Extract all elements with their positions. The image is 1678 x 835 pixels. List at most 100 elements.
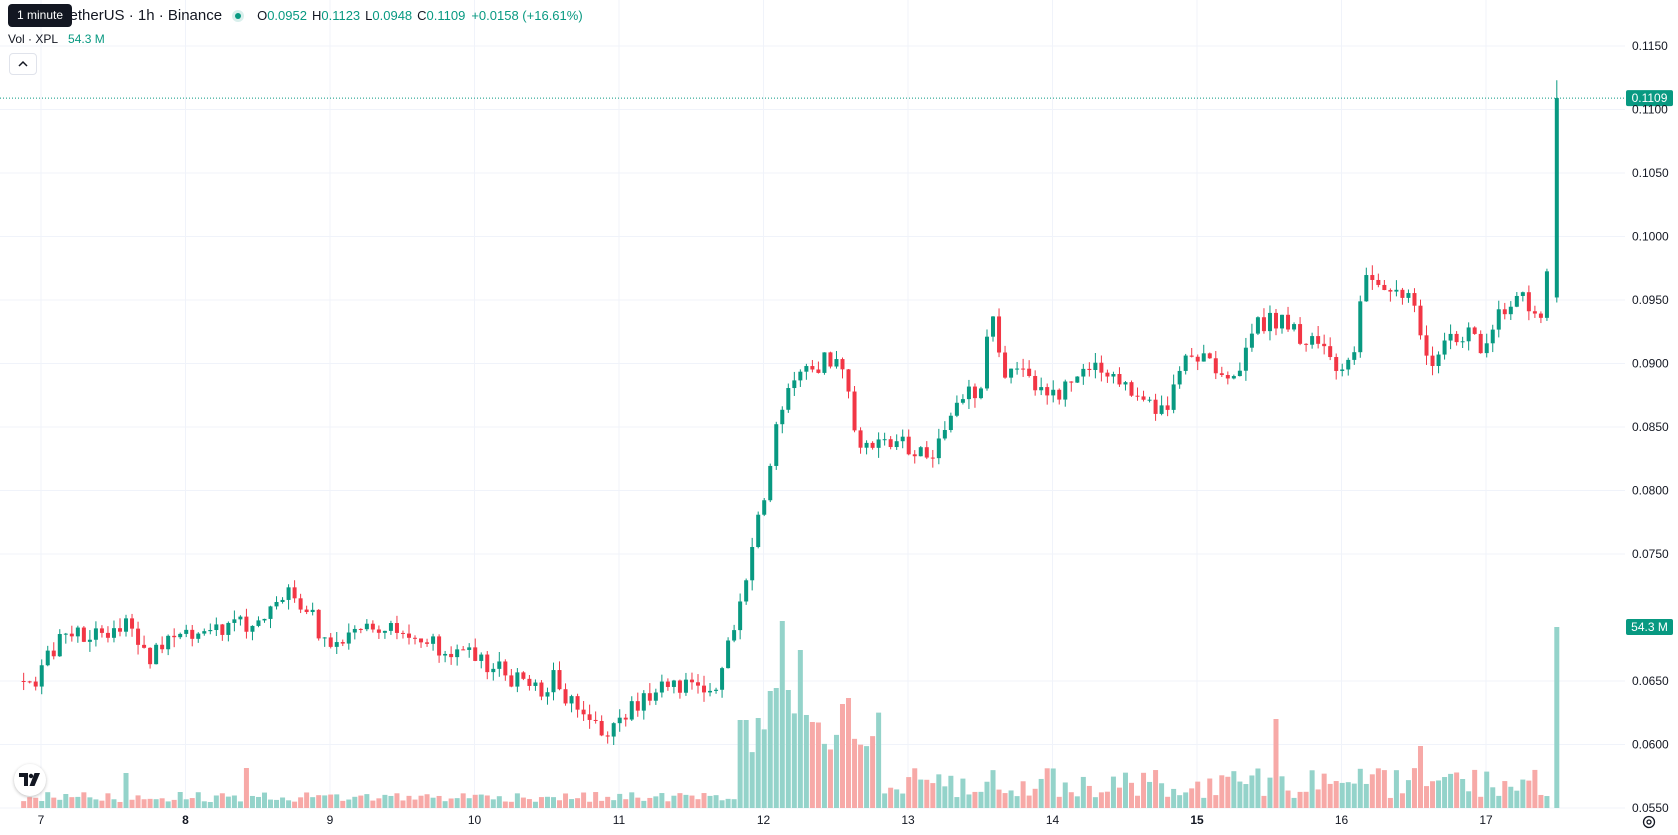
volume-bar [815, 722, 821, 808]
candle-body [63, 633, 68, 635]
volume-bar [665, 801, 671, 808]
volume-bar [713, 795, 719, 808]
date-tick-label: 11 [613, 813, 626, 827]
volume-bar [1014, 796, 1020, 808]
candle-body [491, 668, 496, 673]
volume-bar [635, 797, 641, 808]
candle-body [1189, 355, 1194, 357]
price-tick-label: 0.1000 [1632, 230, 1669, 244]
volume-bar [1526, 780, 1532, 808]
candle-body [1532, 311, 1537, 314]
candle-body [99, 628, 104, 633]
candle-body [1316, 336, 1321, 344]
volume-bar [1315, 789, 1321, 808]
volume-bar [63, 794, 69, 808]
candle-body [148, 647, 153, 665]
candle-body [828, 352, 833, 367]
candle-body [683, 679, 688, 693]
volume-bar [1442, 777, 1448, 808]
volume-bar [310, 797, 316, 808]
candle-body [334, 642, 339, 647]
candle-body [388, 623, 393, 631]
candle-body [413, 637, 418, 639]
candle-body [473, 647, 478, 661]
candle-body [1009, 368, 1014, 378]
candle-body [744, 580, 749, 602]
volume-bar [587, 801, 593, 808]
candle-body [449, 653, 454, 658]
candle-body [286, 587, 291, 600]
candle-body [1159, 405, 1164, 414]
volume-bar [1231, 771, 1237, 808]
volume-bar [165, 801, 171, 808]
volume-bar [629, 792, 635, 808]
candle-body [1520, 292, 1525, 296]
symbol-title[interactable]: TetherUS · 1h · Binance [62, 7, 223, 24]
candle-body [822, 352, 827, 373]
candle-body [605, 735, 610, 737]
volume-bar [508, 801, 514, 808]
candle-body [208, 630, 213, 632]
candle-body [27, 681, 32, 683]
candle-body [1177, 370, 1182, 385]
candle-body [858, 430, 863, 448]
candle-body [768, 465, 773, 501]
volume-bar [1044, 768, 1050, 808]
volume-bar [280, 797, 286, 808]
volume-bar [466, 798, 472, 808]
volume-bar [858, 744, 864, 808]
candle-body [665, 681, 670, 687]
candle-body [1394, 289, 1399, 292]
candle-body [726, 640, 731, 669]
candle-body [352, 628, 357, 633]
volume-bar [33, 797, 39, 808]
volume-bar [135, 795, 141, 808]
volume-bar [659, 793, 665, 808]
candle-body [111, 628, 116, 638]
volume-bar [936, 774, 942, 808]
candle-body [437, 636, 442, 656]
volume-bar [569, 799, 575, 808]
candle-body [888, 439, 893, 448]
volume-bar [1321, 773, 1327, 808]
candle-body [1027, 368, 1032, 376]
candle-body [1334, 357, 1339, 371]
candle-body [924, 447, 929, 458]
candle-body [1400, 289, 1405, 298]
close-value: 0.1109 [426, 8, 466, 23]
date-tick-label: 8 [182, 813, 189, 827]
candle-body [846, 369, 851, 392]
candle-body [816, 369, 821, 373]
volume-bar [484, 795, 490, 808]
candle-body [1376, 279, 1381, 285]
tradingview-logo[interactable] [14, 764, 46, 796]
candle-body [1255, 317, 1260, 334]
candle-body [653, 692, 658, 701]
volume-bar [213, 795, 219, 808]
date-tick-label: 17 [1479, 813, 1493, 827]
price-tick-label: 0.0800 [1632, 484, 1669, 498]
volume-bar [27, 797, 33, 808]
volume-bar [478, 794, 484, 808]
candle-body [732, 630, 737, 641]
volume-bar [1448, 773, 1454, 808]
volume-bar [237, 801, 243, 808]
volume-label[interactable]: Vol · XPL [8, 32, 59, 46]
volume-bar [942, 786, 948, 808]
candle-body [1382, 284, 1387, 291]
candle-body [1298, 324, 1303, 344]
volume-bar [328, 794, 334, 808]
settings-icon[interactable] [1640, 813, 1658, 831]
volume-bar [785, 690, 791, 808]
volume-bar [1189, 788, 1195, 808]
candle-body [876, 439, 881, 448]
date-tick-label: 14 [1046, 813, 1060, 827]
collapse-legend-button[interactable] [9, 53, 37, 75]
candle-body [1099, 362, 1104, 373]
low-value: 0.0948 [372, 8, 413, 23]
candle-body [635, 701, 640, 711]
candle-body [997, 316, 1002, 353]
volume-bar [1213, 795, 1219, 808]
candle-body [599, 721, 604, 736]
